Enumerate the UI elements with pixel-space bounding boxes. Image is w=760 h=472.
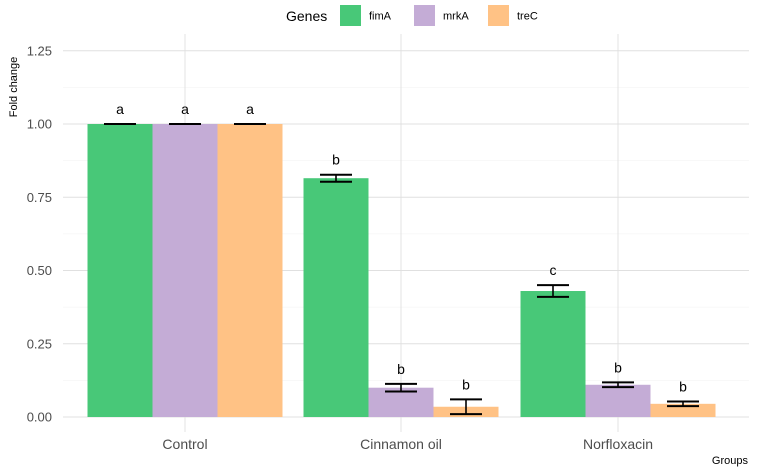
- significance-label: b: [462, 376, 470, 392]
- bar-fimA: [303, 178, 369, 417]
- significance-label: a: [246, 101, 254, 117]
- significance-label: b: [679, 378, 687, 394]
- legend-label: mrkA: [443, 11, 469, 23]
- y-tick-label: 1.25: [27, 43, 52, 58]
- x-tick-label: Cinnamon oil: [360, 436, 442, 452]
- x-tick-label: Control: [162, 436, 207, 452]
- significance-labels: a b c a b b a b b: [116, 101, 687, 394]
- legend-swatch-treC: [488, 5, 509, 26]
- significance-label: c: [550, 262, 557, 278]
- bar-mrkA: [368, 387, 434, 417]
- bar-fimA: [520, 291, 586, 417]
- y-axis: 0.00 0.25 0.50 0.75 1.00 1.25: [27, 43, 52, 424]
- significance-label: b: [332, 152, 340, 168]
- bar-mrkA: [152, 124, 218, 417]
- legend-label: treC: [517, 11, 538, 23]
- legend-title: Genes: [286, 8, 327, 24]
- legend: Genes fimA mrkA treC: [286, 5, 538, 26]
- legend-label: fimA: [369, 11, 392, 23]
- y-tick-label: 0.50: [27, 263, 52, 278]
- y-tick-label: 0.00: [27, 410, 52, 425]
- legend-swatch-mrkA: [414, 5, 435, 26]
- x-axis-title: Groups: [712, 455, 749, 467]
- bars: [87, 124, 716, 417]
- bar-treC: [217, 124, 283, 417]
- significance-label: a: [116, 101, 124, 117]
- y-axis-title: Fold change: [8, 57, 20, 118]
- y-tick-label: 1.00: [27, 117, 52, 132]
- significance-label: b: [397, 361, 405, 377]
- x-tick-label: Norfloxacin: [583, 436, 653, 452]
- x-axis: Control Cinnamon oil Norfloxacin: [162, 436, 653, 452]
- legend-swatch-fimA: [340, 5, 361, 26]
- y-tick-label: 0.25: [27, 336, 52, 351]
- bar-treC: [650, 403, 716, 417]
- significance-label: b: [614, 359, 622, 375]
- error-bars: [104, 123, 699, 416]
- significance-label: a: [181, 101, 189, 117]
- bar-fimA: [87, 124, 153, 417]
- y-tick-label: 0.75: [27, 190, 52, 205]
- bar-mrkA: [585, 384, 651, 417]
